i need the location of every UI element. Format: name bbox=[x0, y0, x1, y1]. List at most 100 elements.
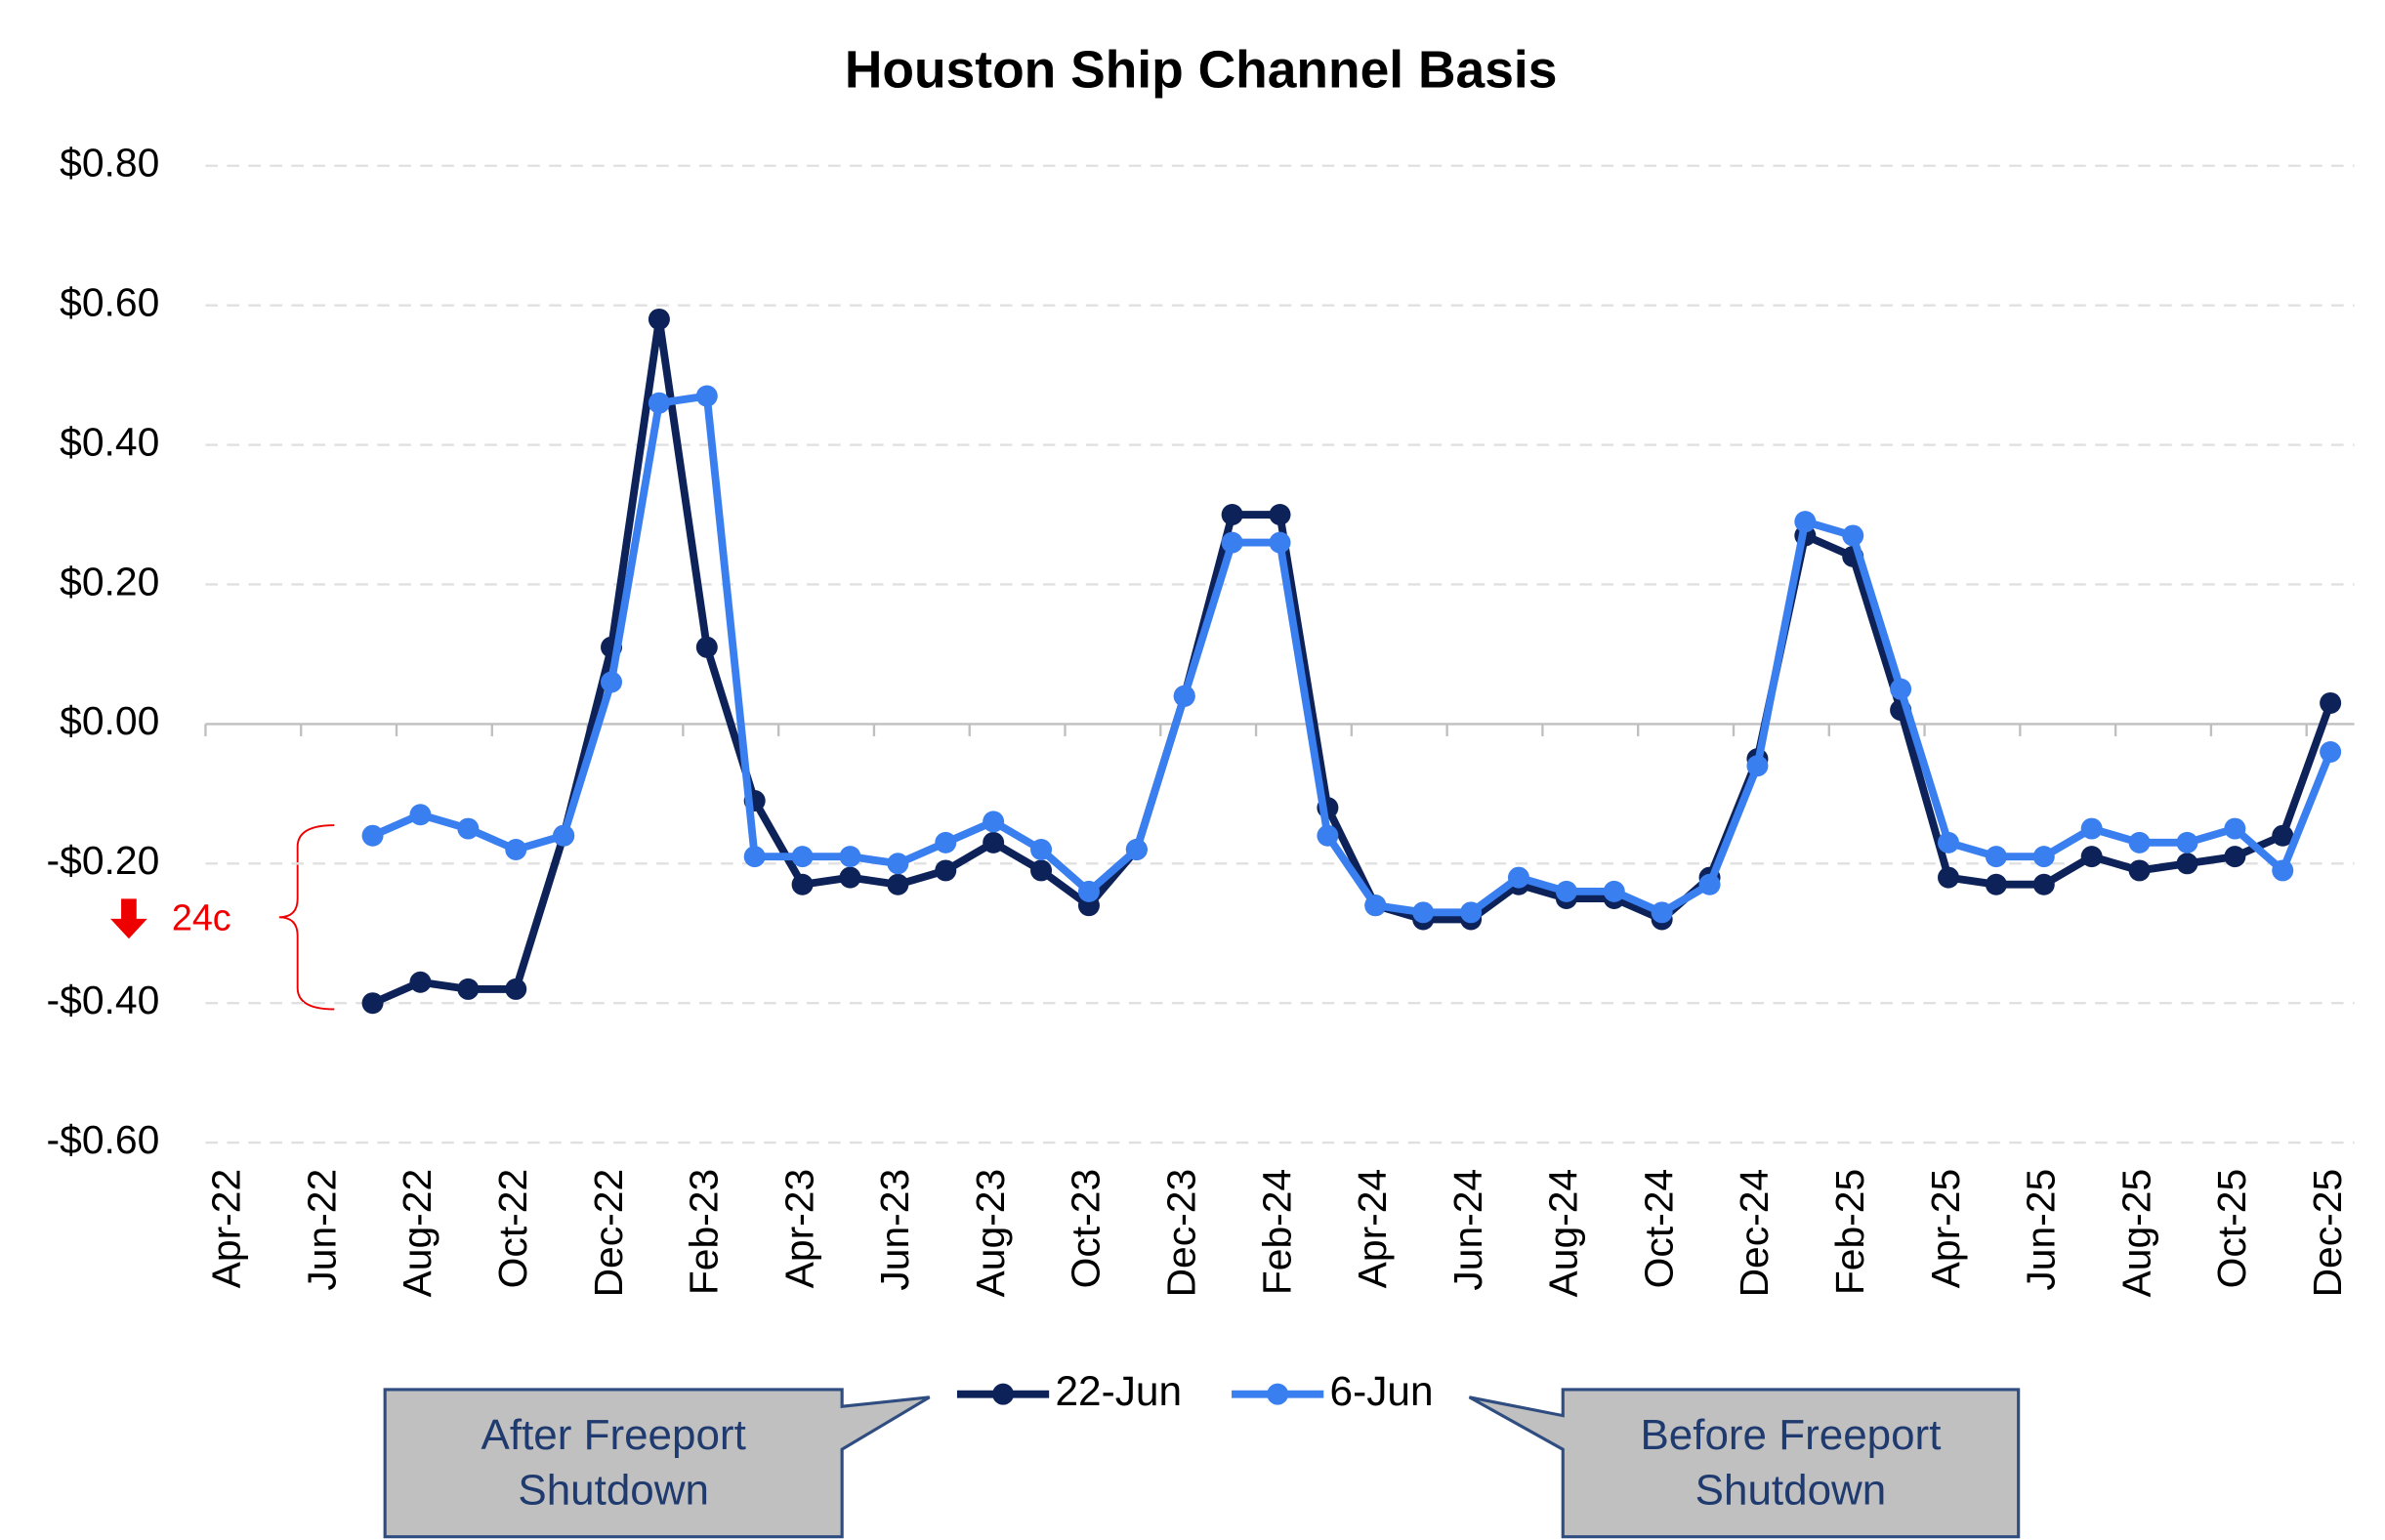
callout: Before Freeport Shutdown bbox=[1640, 1410, 1942, 1515]
x-tick-label: Jun-25 bbox=[2019, 1169, 2064, 1291]
data-point bbox=[1269, 531, 1291, 554]
data-point bbox=[1221, 531, 1243, 554]
data-point bbox=[695, 385, 718, 407]
data-point bbox=[2032, 846, 2055, 868]
data-point bbox=[1985, 846, 2007, 868]
data-point bbox=[1698, 873, 1721, 895]
x-tick-label: Apr-24 bbox=[1350, 1169, 1395, 1289]
y-tick-label: $0.60 bbox=[60, 279, 159, 324]
y-tick-label: $0.00 bbox=[60, 698, 159, 743]
data-point bbox=[361, 992, 384, 1015]
x-tick-label: Aug-22 bbox=[395, 1169, 439, 1298]
data-point bbox=[887, 853, 909, 875]
x-tick-label: Jun-23 bbox=[872, 1169, 917, 1291]
x-tick-label: Apr-23 bbox=[776, 1169, 821, 1289]
x-tick-label: Dec-22 bbox=[586, 1169, 631, 1298]
data-point bbox=[457, 817, 480, 840]
annotation: 24c bbox=[172, 896, 231, 937]
callout: After Freeport Shutdown bbox=[481, 1410, 746, 1515]
callout-text: Before Freeport Shutdown bbox=[1640, 1410, 1942, 1515]
data-point bbox=[457, 978, 480, 1000]
x-tick-label: Jun-24 bbox=[1445, 1169, 1490, 1291]
callout-text: After Freeport Shutdown bbox=[481, 1410, 746, 1515]
data-point bbox=[935, 859, 957, 882]
data-point bbox=[1460, 901, 1483, 924]
data-point bbox=[648, 392, 670, 414]
data-point bbox=[2032, 873, 2055, 895]
data-point bbox=[1173, 685, 1195, 707]
data-point bbox=[1938, 831, 1959, 853]
legend-marker bbox=[992, 1383, 1015, 1405]
data-point bbox=[505, 839, 527, 860]
data-point bbox=[2272, 859, 2294, 882]
down-arrow bbox=[110, 898, 147, 939]
data-point bbox=[648, 308, 670, 330]
x-tick-label: Apr-25 bbox=[1923, 1169, 1968, 1289]
x-tick-label: Apr-22 bbox=[204, 1169, 249, 1289]
callout-box bbox=[383, 1388, 931, 1539]
x-tick-label: Oct-22 bbox=[490, 1169, 535, 1289]
chart-title: Houston Ship Channel Basis bbox=[845, 42, 1558, 100]
data-point bbox=[1221, 504, 1243, 526]
series-line bbox=[370, 392, 2334, 917]
y-tick-label: -$0.60 bbox=[47, 1117, 160, 1162]
y-tick-label: $0.40 bbox=[60, 419, 159, 464]
series-line bbox=[370, 315, 2334, 1007]
x-tick-label: Aug-23 bbox=[968, 1169, 1013, 1298]
data-point bbox=[743, 846, 766, 868]
data-point bbox=[839, 846, 861, 868]
data-point bbox=[2320, 691, 2342, 714]
data-point bbox=[935, 831, 957, 853]
data-point bbox=[1125, 839, 1148, 860]
x-tick-label: Feb-24 bbox=[1254, 1169, 1299, 1295]
brace bbox=[278, 824, 335, 1011]
data-point bbox=[2128, 831, 2151, 853]
x-tick-label: Oct-25 bbox=[2209, 1169, 2254, 1289]
data-point bbox=[791, 873, 814, 895]
legend-marker bbox=[1267, 1383, 1289, 1405]
callout-box bbox=[1468, 1388, 2021, 1539]
data-point bbox=[1794, 511, 1817, 533]
data-point bbox=[601, 671, 623, 693]
x-tick-label: Oct-24 bbox=[1636, 1169, 1681, 1289]
data-point bbox=[1603, 880, 1625, 902]
y-tick-label: -$0.20 bbox=[47, 838, 160, 883]
data-point bbox=[695, 636, 718, 658]
x-tick-label: Aug-25 bbox=[2113, 1169, 2158, 1298]
data-point bbox=[553, 824, 575, 847]
data-point bbox=[1507, 866, 1529, 889]
x-tick-label: Dec-23 bbox=[1159, 1169, 1204, 1298]
y-tick-label: $0.80 bbox=[60, 141, 159, 186]
data-point bbox=[887, 873, 909, 895]
data-point bbox=[791, 846, 814, 868]
x-tick-label: Oct-23 bbox=[1064, 1169, 1109, 1289]
data-point bbox=[1842, 524, 1864, 547]
data-point bbox=[1651, 901, 1673, 924]
y-tick-label: -$0.40 bbox=[47, 978, 160, 1022]
data-point bbox=[2224, 846, 2246, 868]
data-point bbox=[1555, 880, 1577, 902]
data-point bbox=[2224, 817, 2246, 840]
data-point bbox=[409, 971, 432, 993]
data-point bbox=[505, 978, 527, 1000]
data-point bbox=[1269, 504, 1291, 526]
data-point bbox=[1985, 873, 2007, 895]
legend-label: 22-Jun bbox=[1055, 1368, 1182, 1414]
data-point bbox=[409, 804, 432, 826]
data-point bbox=[839, 866, 861, 889]
data-point bbox=[1030, 839, 1053, 860]
data-point bbox=[2080, 846, 2103, 868]
x-tick-label: Dec-25 bbox=[2305, 1169, 2350, 1298]
x-tick-label: Feb-25 bbox=[1827, 1169, 1872, 1295]
data-point bbox=[2176, 853, 2198, 875]
x-tick-label: Feb-23 bbox=[682, 1169, 727, 1295]
data-point bbox=[983, 831, 1005, 853]
data-point bbox=[2128, 859, 2151, 882]
data-point bbox=[1077, 880, 1100, 902]
data-point bbox=[1746, 755, 1769, 777]
data-point bbox=[1364, 895, 1387, 917]
data-point bbox=[983, 811, 1005, 833]
y-tick-label: $0.20 bbox=[60, 559, 159, 604]
data-point bbox=[1317, 824, 1339, 847]
